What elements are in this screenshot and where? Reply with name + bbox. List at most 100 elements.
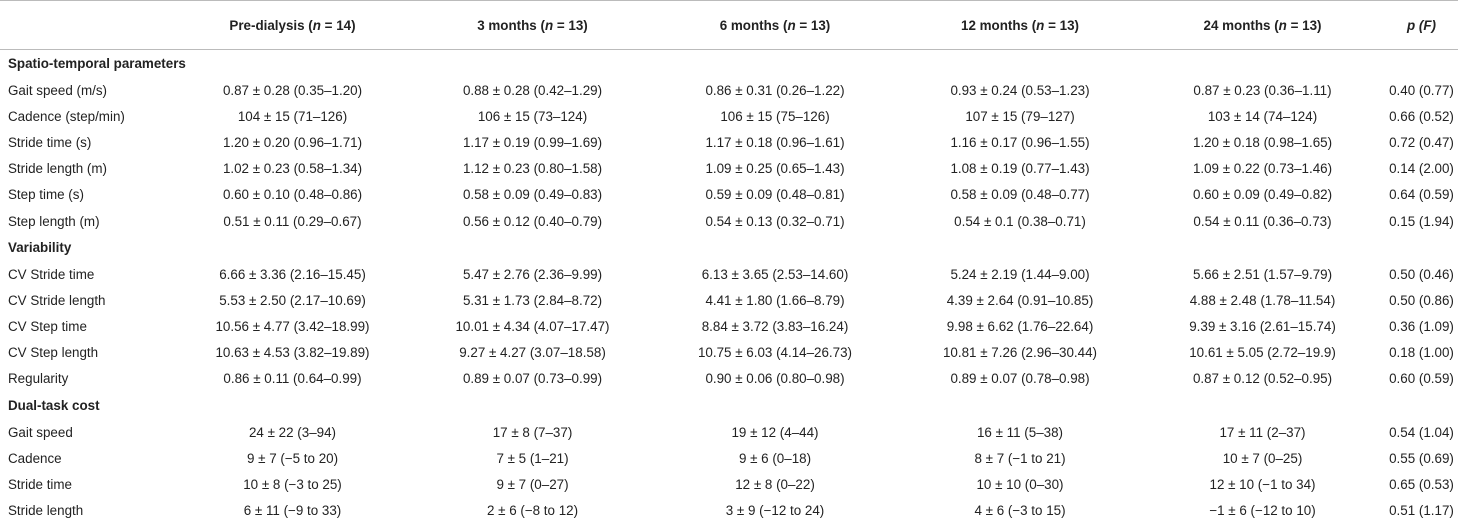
value-cell: 0.88 ± 0.28 (0.42–1.29) [462,82,603,98]
value-cell: 10 ± 8 (−3 to 25) [243,477,342,493]
p-value-cell: 0.64 (0.59) [1389,187,1454,203]
row-label: Step length (m) [8,213,100,229]
value-cell: 0.58 ± 0.09 (0.48–0.77) [950,187,1090,203]
value-cell: 0.87 ± 0.23 (0.36–1.11) [1193,82,1332,98]
table-row: Stride length (m) 1.02 ± 0.23 (0.58–1.34)… [0,156,1458,182]
section-title: Spatio-temporal parameters [8,56,186,71]
section-header-row: Dual-task cost [0,392,1458,419]
section-title: Variability [8,240,72,256]
value-cell: 10.81 ± 7.26 (2.96–30.44) [942,345,1098,361]
p-value-cell: 0.51 (1.17) [1389,503,1454,519]
section-header-row: Variability [0,234,1458,261]
row-label: Stride length (m) [8,161,107,177]
value-cell: 0.93 ± 0.24 (0.53–1.23) [950,82,1090,98]
row-label: Stride length [8,503,84,519]
value-cell: 5.31 ± 1.73 (2.84–8.72) [462,292,603,308]
value-cell: 1.17 ± 0.19 (0.99–1.69) [462,134,603,150]
header-p-value: p (F) [1385,0,1458,50]
value-cell: 5.47 ± 2.76 (2.36–9.99) [462,266,603,282]
table-row: CV Step time 10.56 ± 4.77 (3.42–18.99) 10.… [0,314,1458,340]
value-cell: 1.16 ± 0.17 (0.96–1.55) [950,134,1090,150]
value-cell: 7 ± 5 (1–21) [496,450,569,466]
value-cell: 5.53 ± 2.50 (2.17–10.69) [219,292,366,308]
p-value-cell: 0.15 (1.94) [1389,213,1454,229]
value-cell: 104 ± 15 (71–126) [237,108,348,124]
value-cell: 0.58 ± 0.09 (0.49–0.83) [462,187,603,203]
value-cell: 0.89 ± 0.07 (0.73–0.99) [462,371,603,387]
value-cell: 1.17 ± 0.18 (0.96–1.61) [705,134,845,150]
row-label: Cadence [8,450,62,466]
table-row: Regularity 0.86 ± 0.11 (0.64–0.99) 0.89 ± … [0,366,1458,392]
value-cell: 9.27 ± 4.27 (3.07–18.58) [459,345,606,361]
table-body: Spatio-temporal parameters Gait speed (m/… [0,50,1458,524]
value-cell: 16 ± 11 (5–38) [976,424,1063,440]
section-header-row: Spatio-temporal parameters [0,50,1458,78]
value-cell: 10.75 ± 6.03 (4.14–26.73) [697,345,853,361]
value-cell: 1.09 ± 0.25 (0.65–1.43) [705,161,845,177]
value-cell: 17 ± 8 (7–37) [492,424,573,440]
value-cell: 17 ± 11 (2–37) [1219,424,1306,440]
value-cell: 0.54 ± 0.1 (0.38–0.71) [954,213,1086,229]
table-row: Stride length 6 ± 11 (−9 to 33) 2 ± 6 (−8 … [0,498,1458,524]
p-value-cell: 0.54 (1.04) [1389,424,1454,440]
value-cell: 9 ± 7 (−5 to 20) [246,450,339,466]
table-row: Stride time 10 ± 8 (−3 to 25) 9 ± 7 (0–27)… [0,471,1458,497]
header-6-months: 6 months (n = 13) [650,0,900,50]
p-value-cell: 0.50 (0.86) [1389,292,1454,308]
value-cell: 0.54 ± 0.13 (0.32–0.71) [705,213,845,229]
p-value-cell: 0.14 (2.00) [1389,161,1454,177]
section-title: Dual-task cost [8,398,100,414]
row-label: Stride time (s) [8,134,92,150]
value-cell: 1.09 ± 0.22 (0.73–1.46) [1192,161,1333,177]
header-3-months: 3 months (n = 13) [415,0,650,50]
p-value-cell: 0.36 (1.09) [1389,319,1454,335]
value-cell: 19 ± 12 (4–44) [731,424,819,440]
table-row: Cadence 9 ± 7 (−5 to 20) 7 ± 5 (1–21) 9 ± 6… [0,445,1458,471]
value-cell: 0.51 ± 0.11 (0.29–0.67) [223,213,362,229]
value-cell: 1.20 ± 0.20 (0.96–1.71) [222,134,363,150]
p-value-cell: 0.66 (0.52) [1389,108,1454,124]
value-cell: 5.66 ± 2.51 (1.57–9.79) [1192,266,1333,282]
value-cell: 0.59 ± 0.09 (0.48–0.81) [705,187,845,203]
header-24-months: 24 months (n = 13) [1140,0,1385,50]
table-row: Gait speed (m/s) 0.87 ± 0.28 (0.35–1.20) 0… [0,77,1458,103]
row-label: Step time (s) [8,187,84,203]
value-cell: 0.56 ± 0.12 (0.40–0.79) [462,213,603,229]
value-cell: 10.61 ± 5.05 (2.72–19.9) [1189,345,1336,361]
value-cell: 4.39 ± 2.64 (0.91–10.85) [946,292,1094,308]
row-label: CV Step length [8,345,99,361]
value-cell: 107 ± 15 (79–127) [965,108,1075,124]
value-cell: 0.54 ± 0.11 (0.36–0.73) [1193,213,1332,229]
value-cell: 1.08 ± 0.19 (0.77–1.43) [950,161,1090,177]
value-cell: 4.88 ± 2.48 (1.78–11.54) [1189,292,1336,308]
value-cell: 6.13 ± 3.65 (2.53–14.60) [701,266,849,282]
value-cell: 0.86 ± 0.11 (0.64–0.99) [223,371,362,387]
p-value-cell: 0.65 (0.53) [1389,477,1454,493]
value-cell: 9.98 ± 6.62 (1.76–22.64) [946,319,1094,335]
value-cell: 103 ± 14 (74–124) [1207,108,1318,124]
row-label: Regularity [8,371,69,387]
value-cell: 1.02 ± 0.23 (0.58–1.34) [222,161,363,177]
value-cell: 12 ± 8 (0–22) [735,477,815,493]
row-label: Stride time [8,477,72,493]
value-cell: 0.60 ± 0.10 (0.48–0.86) [222,187,363,203]
value-cell: 0.87 ± 0.28 (0.35–1.20) [222,82,363,98]
value-cell: 1.20 ± 0.18 (0.98–1.65) [1192,134,1333,150]
table-row: Step length (m) 0.51 ± 0.11 (0.29–0.67) 0.… [0,208,1458,234]
value-cell: 9 ± 6 (0–18) [738,450,812,466]
p-value-cell: 0.18 (1.00) [1389,345,1454,361]
value-cell: 4 ± 6 (−3 to 15) [974,503,1066,519]
value-cell: 3 ± 9 (−12 to 24) [725,503,825,519]
table-row: CV Stride length 5.53 ± 2.50 (2.17–10.69)… [0,287,1458,313]
value-cell: 5.24 ± 2.19 (1.44–9.00) [950,266,1090,282]
table-row: Cadence (step/min) 104 ± 15 (71–126) 106 ±… [0,103,1458,129]
header-blank [0,0,170,50]
value-cell: 0.60 ± 0.09 (0.49–0.82) [1192,187,1333,203]
value-cell: 4.41 ± 1.80 (1.66–8.79) [705,292,845,308]
value-cell: 0.90 ± 0.06 (0.80–0.98) [705,371,845,387]
value-cell: 10.01 ± 4.34 (4.07–17.47) [455,319,610,335]
value-cell: 12 ± 10 (−1 to 34) [1209,477,1316,493]
p-value-cell: 0.40 (0.77) [1389,82,1454,98]
table-row: CV Step length 10.63 ± 4.53 (3.82–19.89) 9… [0,340,1458,366]
value-cell: 0.87 ± 0.12 (0.52–0.95) [1192,371,1333,387]
